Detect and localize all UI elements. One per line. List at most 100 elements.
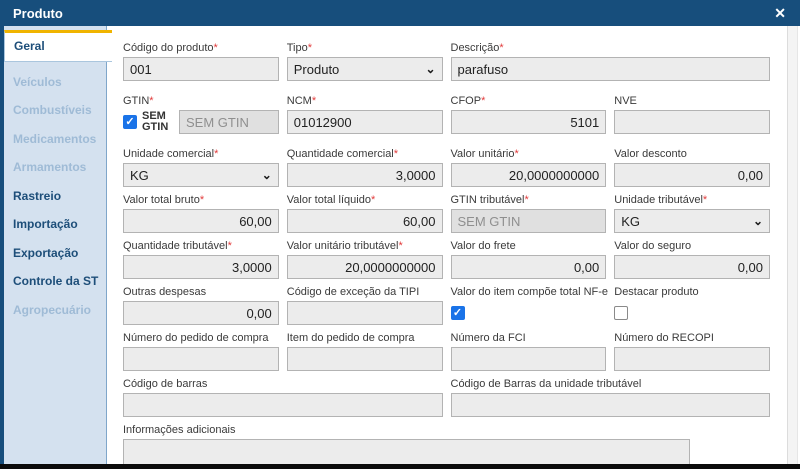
sidebar-item-agropecuario: Agropecuário [13,302,92,317]
destacar-produto-checkbox[interactable] [614,306,629,320]
nve-input[interactable] [614,110,770,134]
valor-desconto-label: Valor desconto [614,148,687,160]
field-valor-unitario: Valor unitário* [450,148,607,187]
numero-pedido-compra-label: Número do pedido de compra [123,332,269,344]
valor-frete-input[interactable] [450,255,607,279]
required-marker: * [514,148,519,160]
field-codigo-excecao-tipi: Código de exceção da TIPI [286,286,443,325]
check-icon: ✓ [125,116,135,128]
ncm-label: NCM [286,95,312,107]
gtin-label: GTIN [123,95,150,107]
valor-seguro-input[interactable] [614,255,770,279]
sidebar-item-geral[interactable]: Geral [4,30,112,62]
unidade-comercial-select[interactable]: KG ⌄ [123,163,279,187]
valor-total-liquido-input[interactable] [286,209,443,233]
codigo-produto-label: Código do produto [123,42,214,54]
quantidade-tributavel-input[interactable] [123,255,279,279]
form-row-5: Quantidade tributável* Valor unitário tr… [123,240,770,279]
field-informacoes-adicionais: Informações adicionais [123,424,770,464]
sem-gtin-checkbox[interactable]: ✓ [123,115,137,129]
field-valor-seguro: Valor do seguro [614,240,770,279]
valor-total-bruto-input[interactable] [123,209,279,233]
required-marker: * [213,42,218,54]
form-panel-geral: Código do produto* Tipo* Produto ⌄ Descr… [107,26,786,464]
numero-pedido-compra-input[interactable] [123,347,279,371]
field-item-pedido-compra: Item do pedido de compra [286,332,443,371]
field-gtin-tributavel: GTIN tributável* [450,194,607,233]
quantidade-comercial-label: Quantidade comercial [286,148,394,160]
field-unidade-comercial: Unidade comercial* KG ⌄ [123,148,279,187]
dialog-title: Produto [13,5,63,21]
required-marker: * [227,240,232,252]
outras-despesas-input[interactable] [123,301,279,325]
item-pedido-compra-input[interactable] [286,347,443,371]
valor-desconto-input[interactable] [614,163,770,187]
field-quantidade-comercial: Quantidade comercial* [286,148,443,187]
valor-total-bruto-label: Valor total bruto [123,194,200,206]
valor-unitario-tributavel-input[interactable] [286,255,443,279]
unidade-tributavel-label: Unidade tributável [614,194,703,206]
field-numero-fci: Número da FCI [450,332,607,371]
codigo-barras-unidade-tributavel-label: Código de Barras da unidade tributável [450,378,642,390]
field-valor-total-bruto: Valor total bruto* [123,194,279,233]
form-row-1: Código do produto* Tipo* Produto ⌄ Descr… [123,42,770,81]
valor-seguro-label: Valor do seguro [614,240,692,252]
descricao-label: Descrição [450,42,500,54]
form-row-3: Unidade comercial* KG ⌄ Quantidade comer… [123,148,770,187]
codigo-excecao-tipi-input[interactable] [286,301,443,325]
required-marker: * [393,148,399,160]
field-valor-unitario-tributavel: Valor unitário tributável* [286,240,443,279]
codigo-barras-input[interactable] [123,393,443,417]
required-marker: * [702,194,708,206]
field-valor-total-liquido: Valor total líquido* [286,194,443,233]
required-marker: * [481,95,486,107]
quantidade-tributavel-label: Quantidade tributável [123,240,228,252]
sidebar-item-veiculos: Veículos [13,74,62,89]
numero-fci-input[interactable] [450,347,607,371]
field-compoe-total-nfe: Valor do item compõe total NF-e ✓ [450,286,608,325]
informacoes-adicionais-label: Informações adicionais [123,424,236,436]
descricao-input[interactable] [450,57,770,81]
codigo-produto-input[interactable] [123,57,279,81]
informacoes-adicionais-input[interactable] [123,439,690,464]
gtin-input [179,110,279,134]
compoe-total-nfe-checkbox[interactable]: ✓ [450,306,465,320]
field-codigo-produto: Código do produto* [123,42,279,81]
ncm-input[interactable] [286,110,443,134]
field-valor-frete: Valor do frete [450,240,607,279]
tipo-select-value: Produto [293,61,340,77]
outras-despesas-label: Outras despesas [123,286,207,298]
required-marker: * [370,194,376,206]
required-marker: * [499,42,504,54]
sidebar-tabs: Geral Veículos Combustíveis Medicamentos… [4,26,112,464]
form-row-7: Número do pedido de compra Item do pedid… [123,332,770,371]
sidebar-item-exportacao[interactable]: Exportação [13,245,79,260]
check-icon: ✓ [452,307,463,319]
field-ncm: NCM* [286,95,443,134]
close-icon[interactable]: ✕ [774,5,786,21]
form-row-8: Código de barras Código de Barras da uni… [123,378,770,417]
cfop-input[interactable] [450,110,607,134]
chevron-down-icon: ⌄ [752,214,763,228]
required-marker: * [307,42,313,54]
codigo-barras-unidade-tributavel-input[interactable] [450,393,770,417]
sidebar-item-rastreio[interactable]: Rastreio [13,188,62,203]
numero-recopi-input[interactable] [614,347,770,371]
sidebar-item-medicamentos: Medicamentos [13,131,97,146]
required-marker: * [214,148,219,160]
field-nve: NVE [614,95,770,134]
window-bottom-edge [0,464,800,469]
valor-frete-label: Valor do frete [450,240,516,252]
cfop-label: CFOP [450,95,482,107]
valor-unitario-input[interactable] [450,163,607,187]
tipo-select[interactable]: Produto ⌄ [286,57,443,81]
unidade-tributavel-select-value: KG [621,213,641,229]
scrollbar-track[interactable] [787,26,798,464]
item-pedido-compra-label: Item do pedido de compra [286,332,415,344]
quantidade-comercial-input[interactable] [286,163,443,187]
sidebar-item-importacao[interactable]: Importação [13,217,78,231]
form-row-4: Valor total bruto* Valor total líquido* … [123,194,770,233]
unidade-tributavel-select[interactable]: KG ⌄ [614,209,770,233]
sidebar-item-controle-da-st[interactable]: Controle da ST [13,274,99,288]
